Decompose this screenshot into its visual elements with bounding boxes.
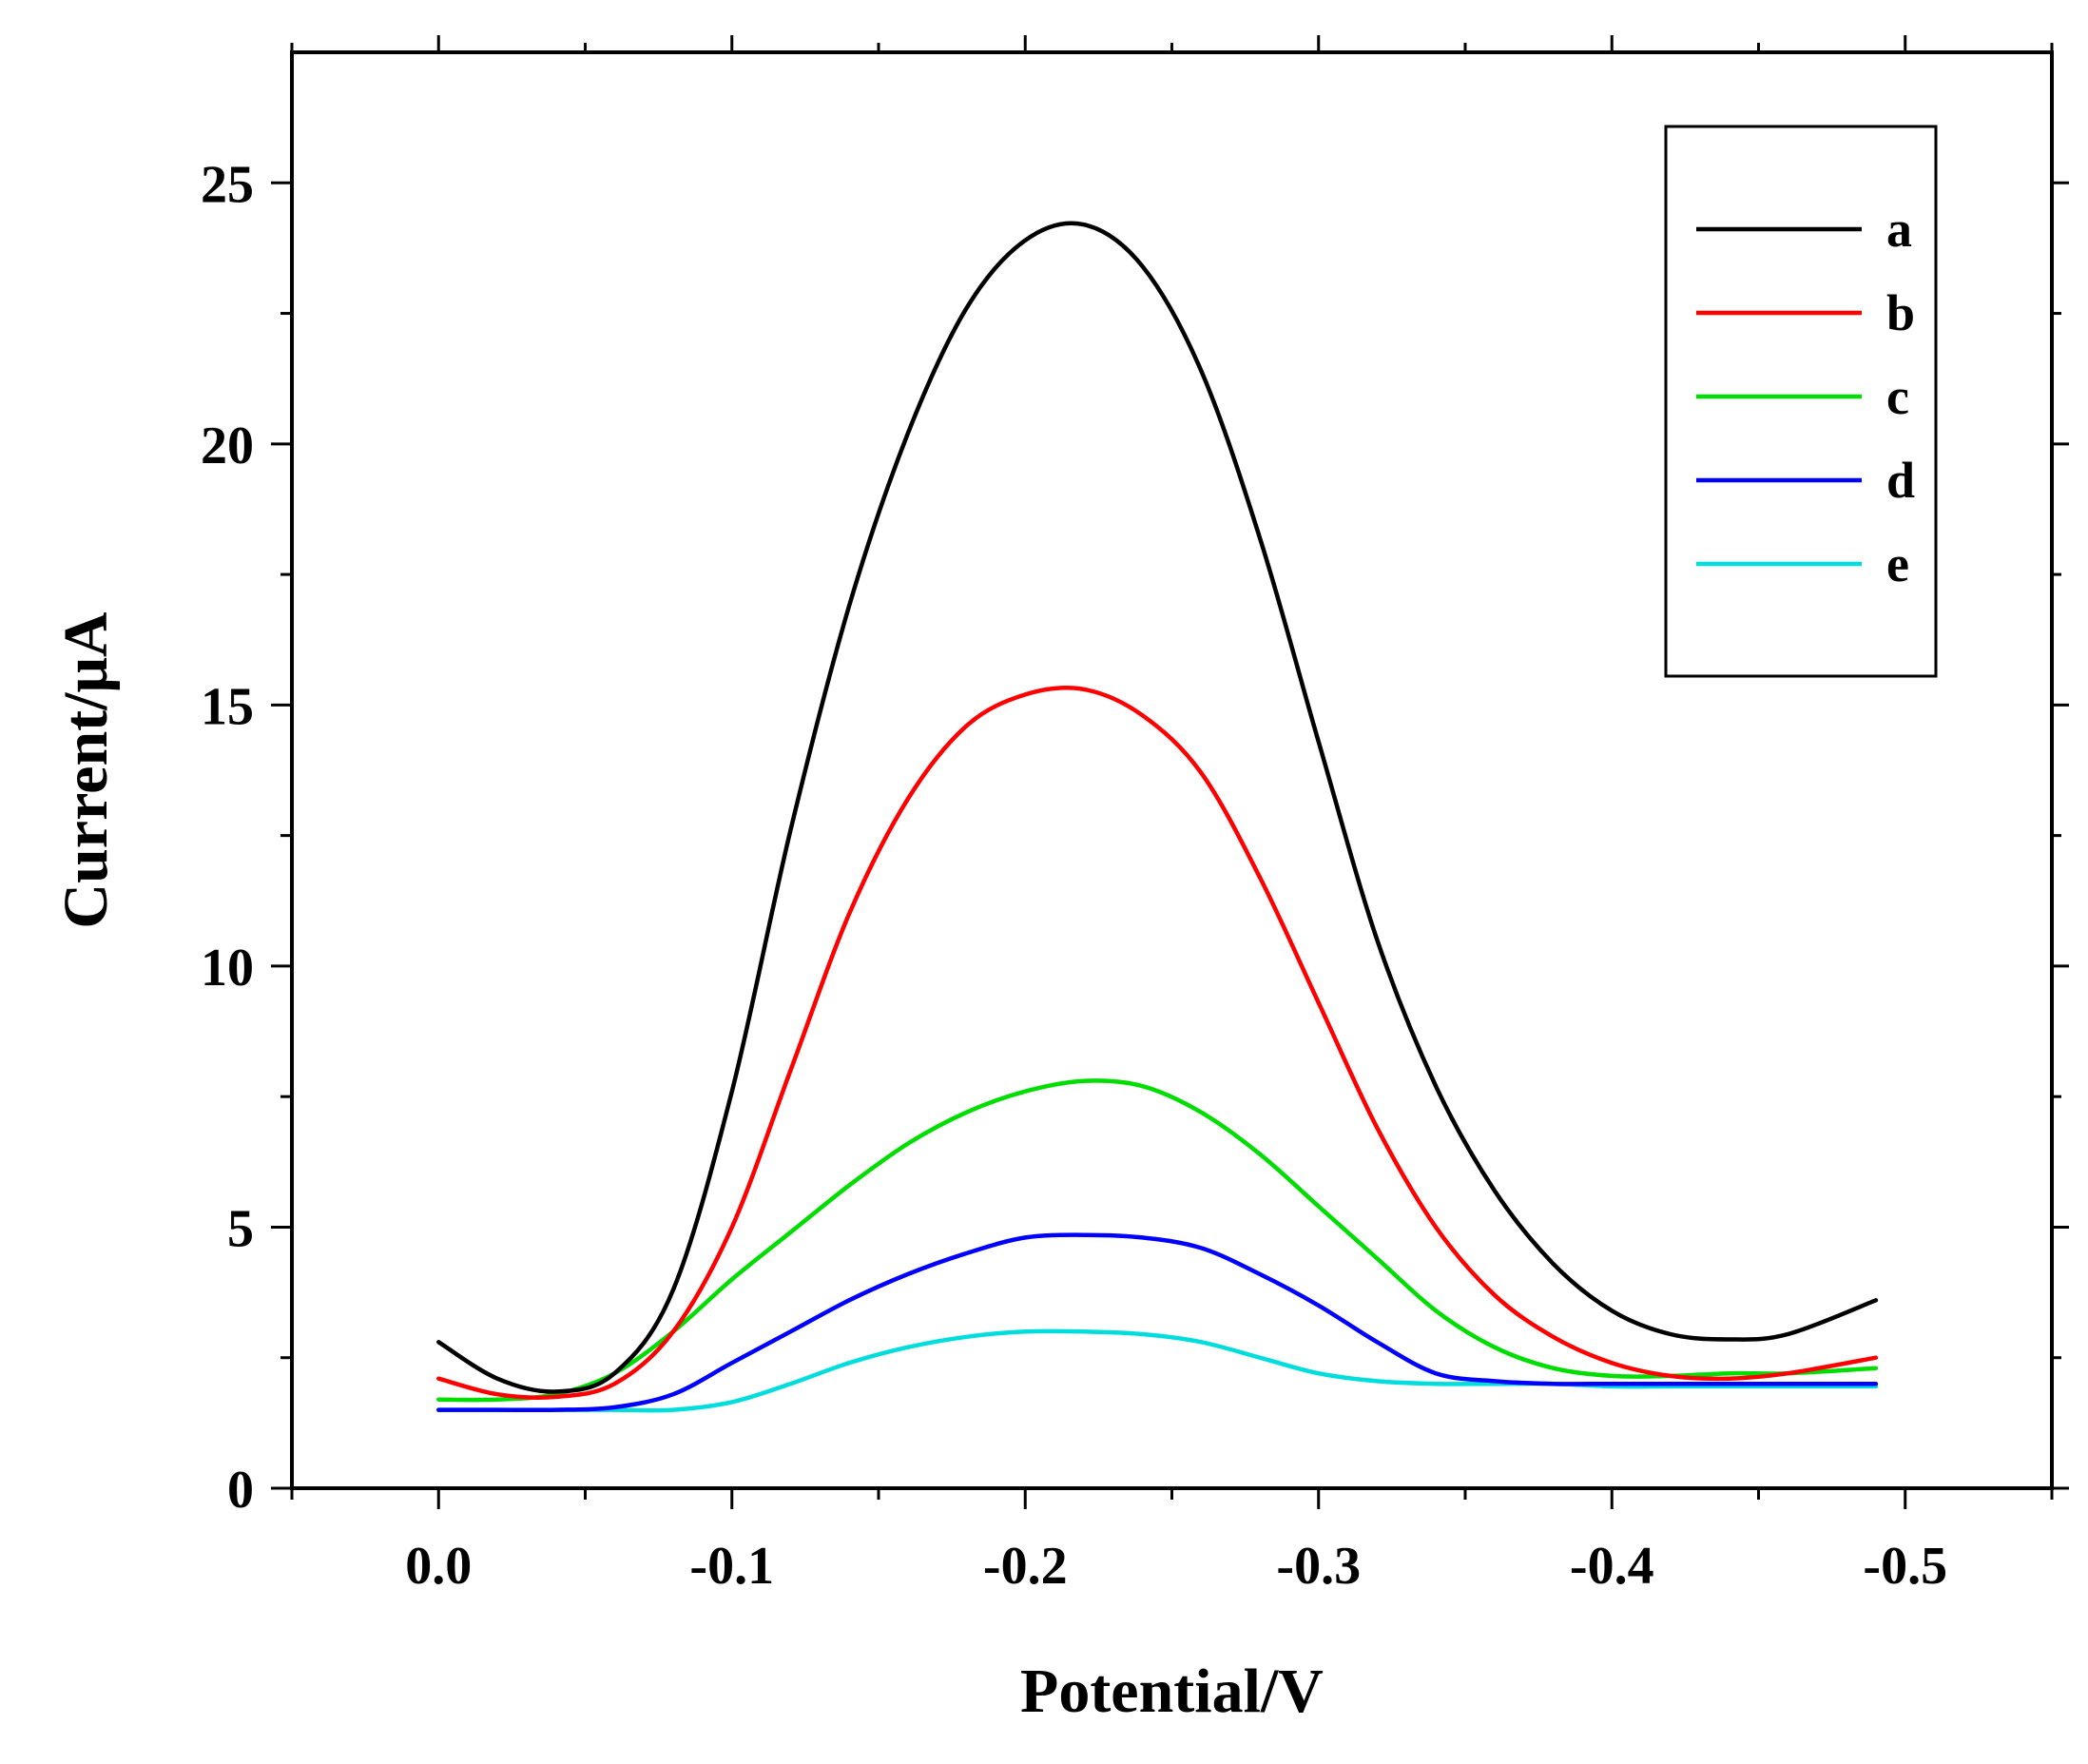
legend-label-a: a — [1886, 201, 1912, 258]
y-tick-label: 5 — [227, 1199, 254, 1258]
y-tick-label: 0 — [227, 1461, 254, 1520]
x-tick-label: -0.2 — [983, 1537, 1068, 1596]
legend-label-b: b — [1886, 284, 1915, 341]
series-line-e — [436, 1328, 1879, 1413]
y-tick-label: 10 — [201, 939, 254, 998]
legend-box — [1664, 125, 1938, 678]
y-tick-label: 25 — [201, 155, 254, 214]
x-tick-label: -0.3 — [1276, 1537, 1361, 1596]
series-line-d — [436, 1232, 1879, 1413]
x-tick-label: 0.0 — [405, 1537, 472, 1596]
series-line-b — [436, 686, 1879, 1400]
y-tick-label: 15 — [201, 677, 254, 736]
x-tick-label: -0.5 — [1863, 1537, 1947, 1596]
x-axis-title: Potential/V — [1020, 1657, 1324, 1726]
y-axis: 0 5 10 15 20 25 — [201, 155, 2069, 1520]
y-axis-title: Current/μA — [51, 611, 121, 928]
x-tick-label: -0.1 — [689, 1537, 774, 1596]
x-axis: 0.0 -0.1 -0.2 -0.3 -0.4 -0.5 — [290, 35, 2054, 1596]
series-layer — [436, 221, 1879, 1413]
legend-label-c: c — [1886, 368, 1909, 425]
x-tick-label: -0.4 — [1570, 1537, 1654, 1596]
series-line-a — [436, 221, 1879, 1394]
legend-label-d: d — [1886, 452, 1915, 509]
y-tick-label: 20 — [201, 417, 254, 475]
legend-label-e: e — [1886, 535, 1909, 592]
